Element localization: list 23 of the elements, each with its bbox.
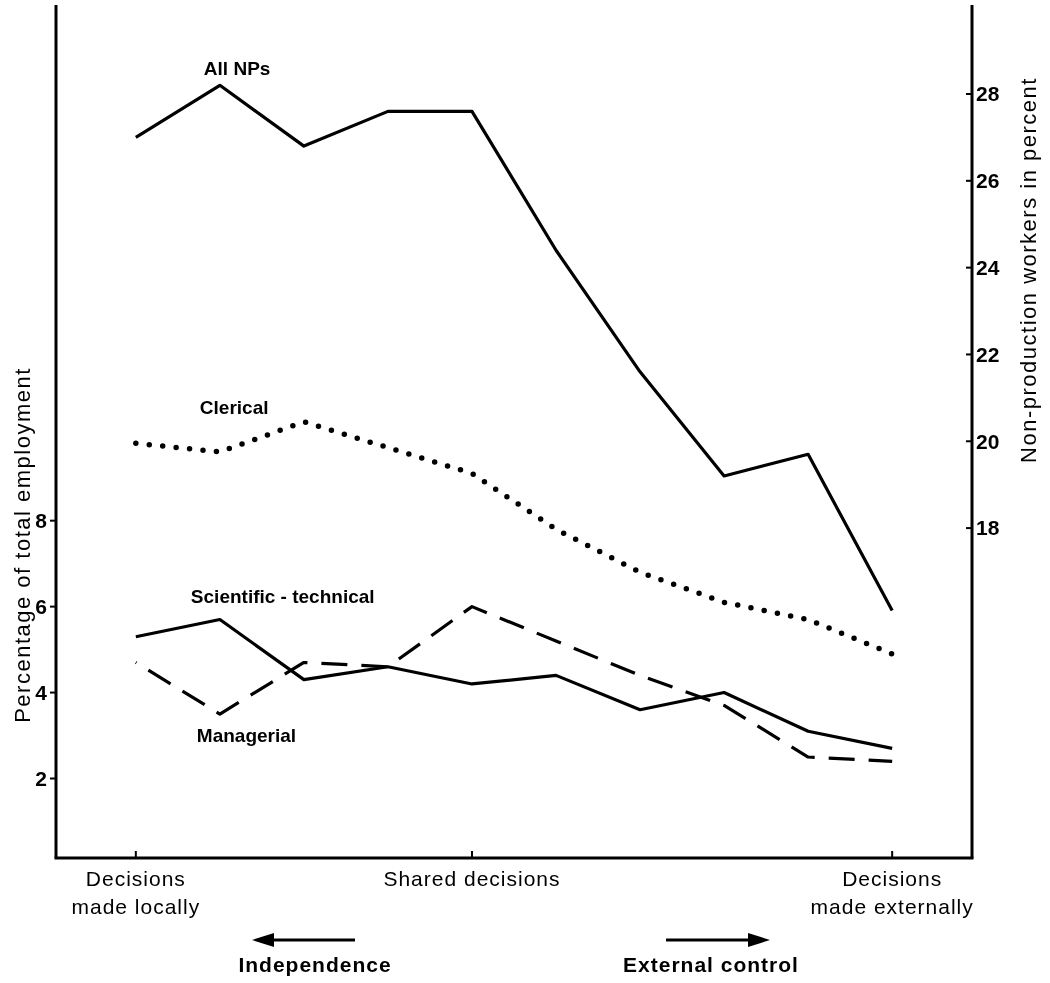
line-series bbox=[134, 83, 894, 613]
x-tick-label: Shared decisions bbox=[383, 867, 561, 890]
y2-tick-label: 22 bbox=[976, 342, 1000, 366]
y-tick-label: 4 bbox=[35, 680, 48, 704]
y-tick-label: 2 bbox=[35, 766, 47, 790]
line-series bbox=[134, 605, 894, 763]
series-label: Clerical bbox=[199, 396, 269, 418]
y2-tick-label: 28 bbox=[976, 82, 1000, 106]
y-axis-title: Percentage of total employment bbox=[10, 367, 35, 723]
x-tick-label: Decisions made locally bbox=[71, 867, 201, 918]
y2-tick-label: 24 bbox=[976, 255, 1000, 279]
y-tick-label: 6 bbox=[35, 594, 47, 618]
text: External control bbox=[623, 953, 799, 976]
x-tick-label: Decisions made externally bbox=[810, 867, 974, 918]
series-label: Managerial bbox=[196, 725, 297, 747]
series-label: All NPs bbox=[203, 58, 271, 80]
y2-axis-title: Non-production workers in percent bbox=[1016, 77, 1041, 463]
y2-tick-label: 18 bbox=[976, 516, 1000, 540]
y2-tick-label: 20 bbox=[976, 429, 1000, 453]
y2-tick-label: 26 bbox=[976, 169, 1000, 193]
y-tick-label: 8 bbox=[35, 509, 48, 533]
text: Independence bbox=[238, 953, 392, 976]
series-label: Scientific - technical bbox=[190, 585, 375, 607]
